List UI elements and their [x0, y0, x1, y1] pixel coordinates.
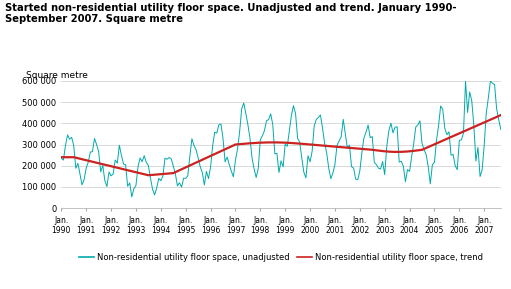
Non-residential utility floor space, trend	[178, 168, 184, 171]
Non-residential utility floor space, trend	[145, 173, 151, 177]
Non-residential utility floor space, trend	[498, 113, 504, 117]
Non-residential utility floor space, unadjusted	[178, 186, 184, 189]
Non-residential utility floor space, trend	[71, 155, 77, 159]
Non-residential utility floor space, unadjusted	[58, 157, 64, 160]
Non-residential utility floor space, unadjusted	[498, 128, 504, 131]
Line: Non-residential utility floor space, trend: Non-residential utility floor space, tre…	[61, 115, 501, 175]
Non-residential utility floor space, trend	[58, 155, 64, 159]
Non-residential utility floor space, unadjusted	[129, 195, 135, 199]
Non-residential utility floor space, trend	[278, 141, 284, 144]
Text: Started non-residential utility floor space. Unadjusted and trend. January 1990-: Started non-residential utility floor sp…	[5, 3, 457, 25]
Non-residential utility floor space, unadjusted	[141, 154, 147, 157]
Non-residential utility floor space, trend	[162, 172, 168, 175]
Line: Non-residential utility floor space, unadjusted: Non-residential utility floor space, una…	[61, 81, 501, 197]
Non-residential utility floor space, trend	[212, 152, 218, 156]
Non-residential utility floor space, unadjusted	[278, 159, 284, 162]
Non-residential utility floor space, unadjusted	[487, 79, 494, 83]
Non-residential utility floor space, trend	[139, 172, 145, 175]
Non-residential utility floor space, unadjusted	[162, 157, 168, 160]
Text: Square metre: Square metre	[26, 71, 88, 80]
Legend: Non-residential utility floor space, unadjusted, Non-residential utility floor s: Non-residential utility floor space, una…	[79, 253, 483, 262]
Non-residential utility floor space, unadjusted	[212, 130, 218, 134]
Non-residential utility floor space, unadjusted	[71, 144, 77, 147]
